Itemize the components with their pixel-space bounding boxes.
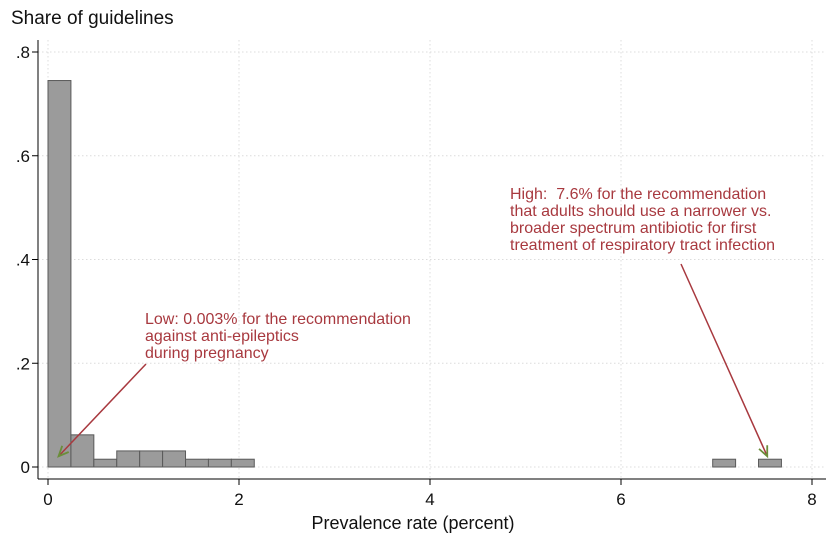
arrow-high-line	[680, 263, 768, 457]
y-tick-label: .6	[16, 147, 30, 166]
chart-title: Share of guidelines	[11, 8, 174, 29]
histogram-bar	[758, 458, 782, 468]
histogram-bar	[712, 458, 737, 468]
arrow-low-head	[57, 445, 70, 458]
histogram-bar	[47, 80, 72, 468]
histogram-bar	[93, 458, 118, 468]
x-tick-label: 6	[616, 490, 625, 509]
histogram-bar	[230, 458, 255, 468]
x-tick-label: 8	[807, 490, 816, 509]
tick-labels: 0 2 4 6 8 .8 .6 .4 .2 0	[16, 43, 817, 509]
annotation-high: High: 7.6% for the recommendation that a…	[510, 186, 775, 254]
histogram-bar	[70, 434, 95, 468]
annotation-arrows	[57, 263, 769, 459]
histogram-bar	[185, 458, 209, 468]
histogram-bar	[116, 450, 141, 468]
arrow-low-line	[58, 363, 147, 457]
axes	[32, 40, 826, 485]
x-tick-label: 2	[234, 490, 243, 509]
arrow-high-head	[758, 445, 769, 459]
annotation-low: Low: 0.003% for the recommendation again…	[145, 311, 411, 362]
y-tick-label: .4	[16, 251, 30, 270]
grid-lines	[38, 40, 826, 479]
histogram-bar	[139, 450, 164, 468]
histogram-bar	[162, 450, 187, 468]
x-tick-label: 0	[43, 490, 52, 509]
y-tick-label: .2	[16, 354, 30, 373]
histogram-bar	[207, 458, 232, 468]
x-axis-label: Prevalence rate (percent)	[311, 513, 515, 533]
x-tick-label: 4	[425, 490, 434, 509]
bars	[47, 80, 782, 468]
y-tick-label: .8	[16, 43, 30, 62]
y-tick-label: 0	[21, 458, 30, 477]
